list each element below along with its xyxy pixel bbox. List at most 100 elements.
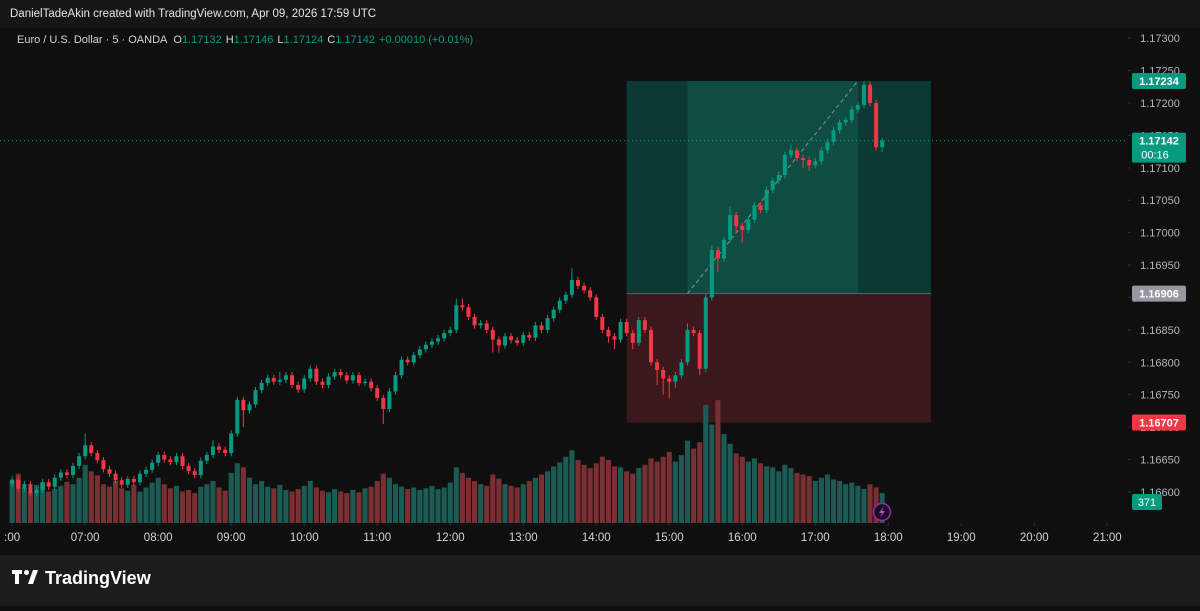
volume-bar <box>818 477 824 523</box>
x-tick-label: 12:00 <box>436 532 465 544</box>
candle-body <box>89 445 94 454</box>
candle-body <box>387 391 392 409</box>
volume-bar <box>636 468 642 523</box>
volume-bar <box>252 484 259 523</box>
candle-body <box>740 226 745 231</box>
volume-bar <box>715 400 721 523</box>
candle-body <box>661 370 666 379</box>
candle-body <box>290 375 295 385</box>
candle-body <box>356 375 361 384</box>
candle-body <box>22 484 27 489</box>
volume-bar <box>532 477 538 523</box>
volume-bar <box>666 451 672 523</box>
volume-bar <box>332 489 338 523</box>
volume-bar <box>654 461 660 523</box>
candle-body <box>642 320 647 330</box>
volume-bar <box>611 466 618 523</box>
volume-bar <box>380 473 386 523</box>
volume-bar <box>417 489 423 523</box>
volume-bar <box>709 424 715 523</box>
volume-bar <box>478 484 484 523</box>
entry-price-label: 1.16906 <box>1139 289 1179 301</box>
volume-bar <box>678 455 684 523</box>
candle-body <box>612 336 617 340</box>
volume-bar <box>411 487 417 523</box>
volume-bar <box>824 474 830 523</box>
target-price-label: 1.17234 <box>1139 76 1180 88</box>
candle-body <box>302 378 307 390</box>
candle-body <box>423 344 428 350</box>
volume-bar <box>313 487 319 523</box>
x-tick-label: 21:00 <box>1093 532 1122 544</box>
volume-bar <box>867 484 873 523</box>
candle-body <box>472 316 477 326</box>
candle-body <box>819 150 824 162</box>
header-bar <box>0 0 1200 28</box>
candle-body <box>618 322 623 340</box>
volume-bar <box>855 485 861 523</box>
candle-body <box>454 305 459 330</box>
volume-bar <box>496 478 502 523</box>
candle-body <box>101 460 106 470</box>
candle-body <box>253 390 258 405</box>
candle-body <box>874 103 879 148</box>
volume-bar <box>204 484 210 523</box>
volume-bar <box>289 491 295 523</box>
candle-body <box>375 388 380 398</box>
candle-body <box>466 307 471 317</box>
volume-bar <box>727 443 733 523</box>
candle-body <box>484 323 489 330</box>
candle-body <box>752 205 757 220</box>
volume-bar <box>338 491 344 523</box>
volume-bar <box>605 459 611 523</box>
volume-bar <box>356 492 362 523</box>
volume-bar <box>131 485 137 523</box>
candle-body <box>490 329 495 340</box>
candle-body <box>551 309 556 319</box>
logo-dot <box>24 570 29 575</box>
candle-body <box>496 339 501 346</box>
volume-bar <box>216 487 222 523</box>
candle-body <box>417 349 422 356</box>
volume-bar <box>429 485 435 523</box>
volume-bar <box>64 481 70 523</box>
candle-body <box>350 375 355 381</box>
candle-body <box>168 459 173 463</box>
volume-bar <box>113 480 119 523</box>
candle-body <box>746 219 751 231</box>
symbol: Euro / U.S. Dollar · 5 · OANDA <box>17 34 168 46</box>
volume-bar <box>40 482 46 523</box>
candle-body <box>697 333 702 369</box>
volume-bar <box>514 487 520 523</box>
volume-bar <box>648 458 654 523</box>
volume-bar <box>307 480 313 523</box>
candle-body <box>527 335 532 338</box>
entry-price-label-box <box>1132 285 1186 302</box>
ohlc-value: 1.17146 <box>234 34 274 46</box>
volume-bar <box>161 484 167 523</box>
volume-bar <box>691 448 697 523</box>
candle-body <box>107 469 112 474</box>
tradingview-logo: TradingView <box>12 568 152 588</box>
candle-body <box>868 84 873 104</box>
ohlc-letter: O <box>173 34 182 46</box>
volume-bar <box>46 491 52 523</box>
x-tick-label: :00 <box>4 532 20 544</box>
stop-price-label: 1.16707 <box>1139 418 1179 430</box>
volume-bar <box>830 479 837 523</box>
volume-bar <box>119 488 125 523</box>
y-tick-label: 1.16850 <box>1140 325 1180 337</box>
candle-body <box>52 477 57 487</box>
volume-bar <box>374 480 380 523</box>
volume-bar <box>88 471 94 523</box>
candle-body <box>259 383 264 391</box>
candle-body <box>533 325 538 338</box>
candle-body <box>393 375 398 392</box>
candle-body <box>381 397 386 409</box>
volume-bar <box>283 489 289 523</box>
volume-bar <box>484 485 490 523</box>
target-price-label-box <box>1132 72 1186 89</box>
candle-body <box>758 205 763 210</box>
volume-bar <box>788 468 794 523</box>
